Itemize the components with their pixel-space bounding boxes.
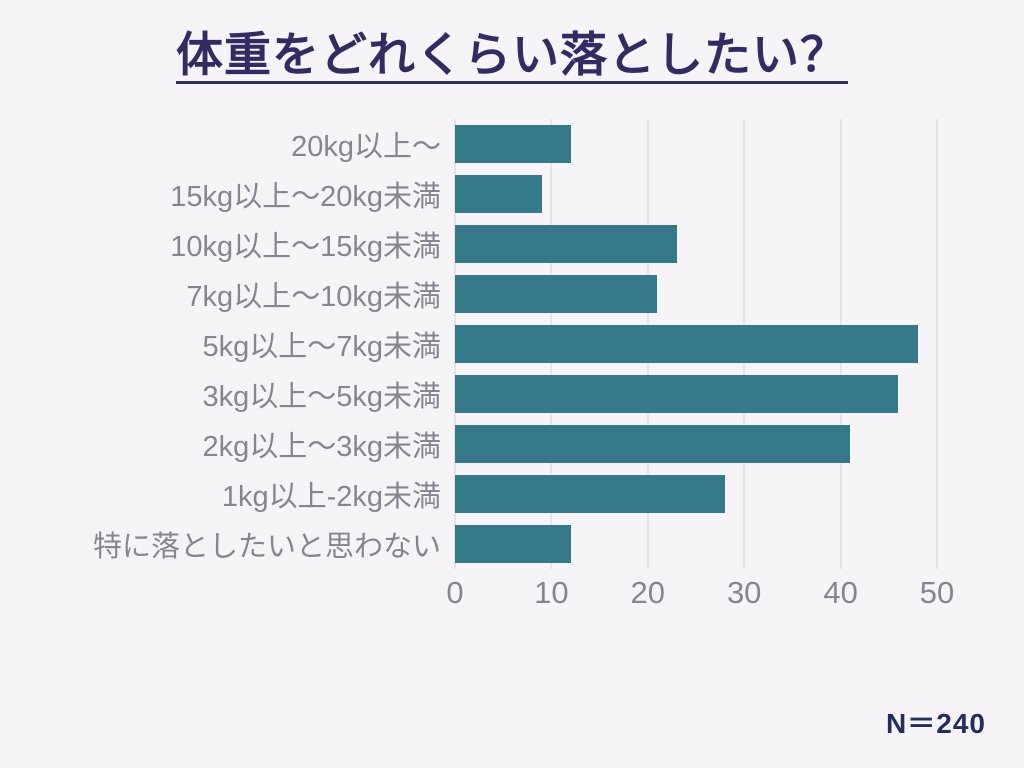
category-label: 1kg以上-2kg未満 xyxy=(221,481,441,513)
category-label: 15kg以上～20kg未満 xyxy=(170,181,441,213)
plot-area: 20kg以上～ 15kg以上～20kg未満 10kg以上～15kg未満 7kg以上～1… xyxy=(0,119,1024,569)
category-label: 特に落としたいと思わない xyxy=(92,531,441,563)
bar xyxy=(455,375,899,413)
x-axis-tick-label: 20 xyxy=(630,575,666,610)
bar-track xyxy=(455,225,937,263)
sample-size-label: N＝240 xyxy=(886,708,986,739)
bar-track xyxy=(455,425,937,463)
category-label: 7kg以上～10kg未満 xyxy=(186,281,441,313)
bar xyxy=(455,475,725,513)
bar-chart: 20kg以上～ 15kg以上～20kg未満 10kg以上～15kg未満 7kg以上～1… xyxy=(0,119,1024,617)
chart-row: 10kg以上～15kg未満 xyxy=(0,219,1024,269)
bar xyxy=(455,125,571,163)
bar xyxy=(455,275,658,313)
x-axis-tick-label: 30 xyxy=(726,575,762,610)
bar xyxy=(455,175,542,213)
bar xyxy=(455,425,851,463)
bar xyxy=(455,225,677,263)
axis-ticks: 0 10 20 30 40 50 xyxy=(446,575,954,617)
category-label: 3kg以上～5kg未満 xyxy=(202,381,441,413)
x-axis-tick-label: 0 xyxy=(446,575,464,610)
bar-track xyxy=(455,175,937,213)
bar-track xyxy=(455,275,937,313)
x-axis: 0 10 20 30 40 50 xyxy=(0,575,1024,617)
chart-row: 1kg以上-2kg未満 xyxy=(0,469,1024,519)
bar xyxy=(455,325,918,363)
category-label: 2kg以上～3kg未満 xyxy=(202,431,441,463)
bar xyxy=(455,525,571,563)
chart-row: 7kg以上～10kg未満 xyxy=(0,269,1024,319)
x-axis-tick-label: 50 xyxy=(919,575,955,610)
bar-rows: 20kg以上～ 15kg以上～20kg未満 10kg以上～15kg未満 7kg以上～1… xyxy=(0,119,1024,569)
category-label: 5kg以上～7kg未満 xyxy=(202,331,441,363)
chart-row: 5kg以上～7kg未満 xyxy=(0,319,1024,369)
chart-row: 特に落としたいと思わない xyxy=(0,519,1024,569)
axis-spacer xyxy=(0,575,455,617)
chart-title: 体重をどれくらい落としたい？ xyxy=(176,28,848,81)
bar-track xyxy=(455,125,937,163)
bar-track xyxy=(455,375,937,413)
category-label: 10kg以上～15kg未満 xyxy=(170,231,441,263)
bar-track xyxy=(455,325,937,363)
gridline xyxy=(936,119,938,569)
chart-row: 2kg以上～3kg未満 xyxy=(0,419,1024,469)
x-axis-tick-label: 40 xyxy=(823,575,858,610)
chart-row: 15kg以上～20kg未満 xyxy=(0,169,1024,219)
chart-row: 20kg以上～ xyxy=(0,119,1024,169)
chart-row: 3kg以上～5kg未満 xyxy=(0,369,1024,419)
bar-track xyxy=(455,475,937,513)
category-label: 20kg以上～ xyxy=(291,131,441,163)
bar-track xyxy=(455,525,937,563)
x-axis-tick-label: 10 xyxy=(534,575,569,610)
